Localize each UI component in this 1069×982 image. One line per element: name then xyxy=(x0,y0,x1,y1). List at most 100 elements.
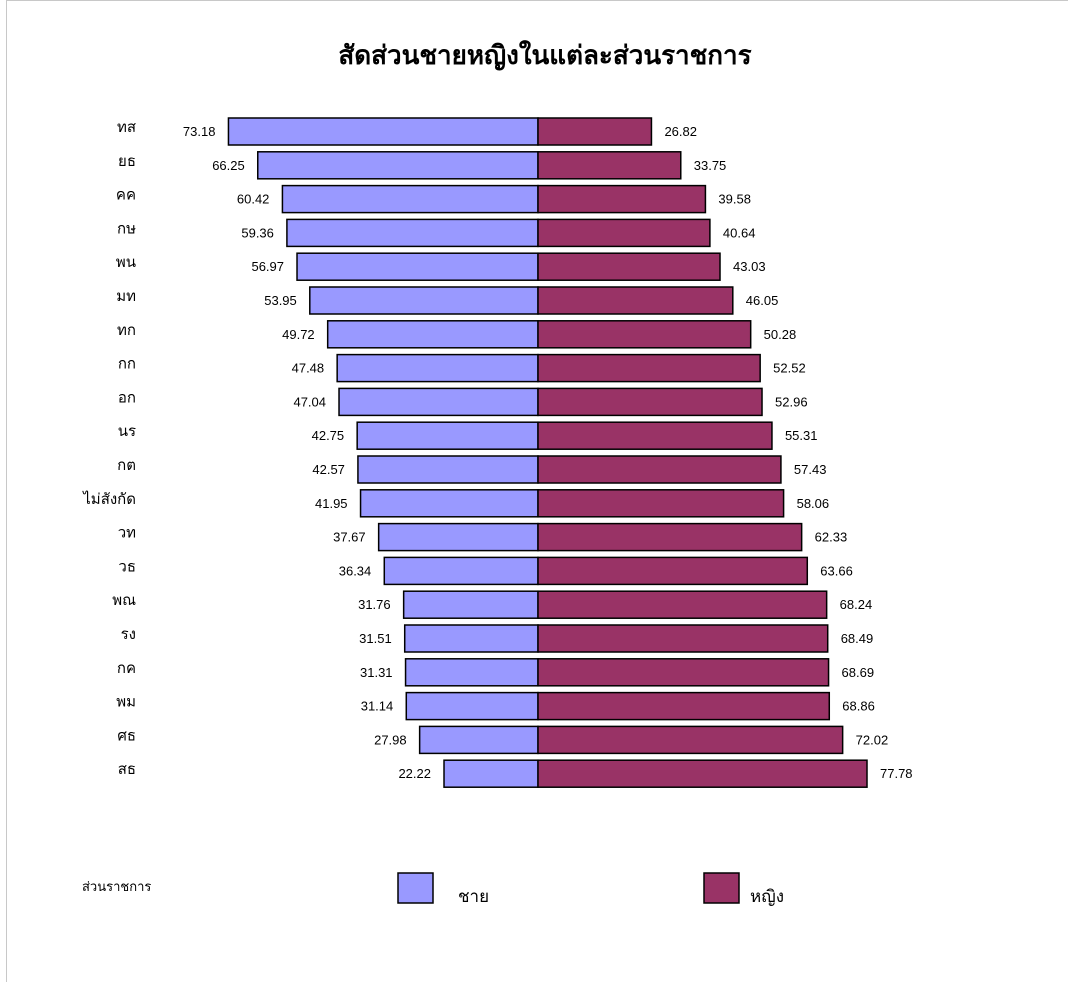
value-label-female: 77.78 xyxy=(880,766,913,781)
value-label-male: 56.97 xyxy=(251,259,284,274)
bar-male xyxy=(328,321,538,348)
value-label-male: 31.31 xyxy=(360,665,393,680)
value-label-male: 42.75 xyxy=(312,428,345,443)
category-label: กก xyxy=(118,355,136,373)
bar-male xyxy=(384,557,538,584)
bar-male xyxy=(282,186,538,213)
bar-female xyxy=(538,287,733,314)
value-label-male: 41.95 xyxy=(315,496,348,511)
value-label-female: 52.52 xyxy=(773,361,806,376)
legend-label-female: หญิง xyxy=(750,887,784,907)
value-label-female: 40.64 xyxy=(723,225,756,240)
bar-female xyxy=(538,760,867,787)
value-label-female: 26.82 xyxy=(664,124,697,139)
chart-title: สัดส่วนชายหญิงในแต่ละส่วนราชการ xyxy=(338,40,751,71)
value-label-female: 72.02 xyxy=(856,732,889,747)
bar-male xyxy=(361,490,538,517)
legend-label-male: ชาย xyxy=(458,887,489,907)
value-label-female: 68.69 xyxy=(842,665,875,680)
bar-male xyxy=(444,760,538,787)
bar-male xyxy=(358,456,538,483)
bar-male xyxy=(404,591,538,618)
value-label-female: 33.75 xyxy=(694,158,727,173)
value-label-female: 55.31 xyxy=(785,428,818,443)
bar-female xyxy=(538,557,807,584)
value-label-female: 46.05 xyxy=(746,293,779,308)
category-labels: ทสยธคคกษพนมททกกกอกนรกตไม่สังกัดวทวธพณรงก… xyxy=(82,118,136,778)
value-label-female: 43.03 xyxy=(733,259,766,274)
axis-caption: ส่วนราชการ xyxy=(82,880,151,895)
value-label-female: 57.43 xyxy=(794,462,827,477)
value-label-male: 37.67 xyxy=(333,530,366,545)
bar-female xyxy=(538,659,829,686)
category-label: กต xyxy=(117,456,136,474)
bar-male xyxy=(287,219,538,246)
category-label: พม xyxy=(116,693,136,711)
value-label-male: 73.18 xyxy=(183,124,216,139)
value-label-female: 58.06 xyxy=(797,496,830,511)
category-label: วธ xyxy=(118,557,136,575)
bar-male xyxy=(339,388,538,415)
value-label-female: 52.96 xyxy=(775,394,808,409)
value-label-male: 47.48 xyxy=(292,361,325,376)
bar-male xyxy=(310,287,538,314)
category-label: วท xyxy=(118,524,136,542)
value-label-male: 66.25 xyxy=(212,158,245,173)
bar-male xyxy=(337,355,538,382)
bar-female xyxy=(538,490,784,517)
category-label: พน xyxy=(116,253,136,271)
category-label: คค xyxy=(116,186,136,204)
value-label-female: 68.49 xyxy=(841,631,874,646)
bar-female xyxy=(538,355,760,382)
category-label: อก xyxy=(118,388,136,406)
bar-male xyxy=(379,524,538,551)
legend-swatch-female xyxy=(704,873,739,903)
value-label-female: 62.33 xyxy=(815,530,848,545)
value-label-female: 50.28 xyxy=(764,327,797,342)
bar-male xyxy=(297,253,538,280)
bars-group xyxy=(228,118,867,787)
bar-female xyxy=(538,422,772,449)
bar-female xyxy=(538,693,829,720)
value-label-male: 31.14 xyxy=(361,699,394,714)
value-label-male: 60.42 xyxy=(237,192,270,207)
bar-female xyxy=(538,152,681,179)
bar-female xyxy=(538,186,705,213)
category-label: ทก xyxy=(117,321,136,339)
category-label: สธ xyxy=(118,760,136,778)
value-label-male: 22.22 xyxy=(398,766,431,781)
bar-female xyxy=(538,118,651,145)
category-label: ศธ xyxy=(117,726,136,744)
bar-male xyxy=(228,118,538,145)
bar-female xyxy=(538,321,751,348)
category-label: นร xyxy=(118,422,136,440)
legend-swatch-male xyxy=(398,873,433,903)
bar-female xyxy=(538,456,781,483)
category-label: กษ xyxy=(117,219,136,237)
value-label-female: 39.58 xyxy=(718,192,751,207)
category-label: ไม่สังกัด xyxy=(82,490,136,508)
bar-male xyxy=(357,422,538,449)
value-label-male: 36.34 xyxy=(339,563,372,578)
bar-male xyxy=(406,659,538,686)
category-label: พณ xyxy=(112,591,136,609)
value-label-male: 47.04 xyxy=(293,394,326,409)
bar-male xyxy=(405,625,538,652)
category-label: กค xyxy=(117,659,136,677)
value-label-female: 63.66 xyxy=(820,563,853,578)
bar-female xyxy=(538,591,827,618)
bar-male xyxy=(406,693,538,720)
value-label-male: 53.95 xyxy=(264,293,297,308)
value-label-male: 31.51 xyxy=(359,631,392,646)
bar-male xyxy=(258,152,538,179)
bar-female xyxy=(538,388,762,415)
legend: ชาย หญิง xyxy=(398,873,784,907)
value-label-male: 42.57 xyxy=(312,462,345,477)
value-label-male: 49.72 xyxy=(282,327,315,342)
value-label-female: 68.24 xyxy=(840,597,873,612)
category-label: มท xyxy=(116,287,136,305)
bar-female xyxy=(538,726,843,753)
category-label: รง xyxy=(121,625,136,643)
value-label-female: 68.86 xyxy=(842,699,875,714)
